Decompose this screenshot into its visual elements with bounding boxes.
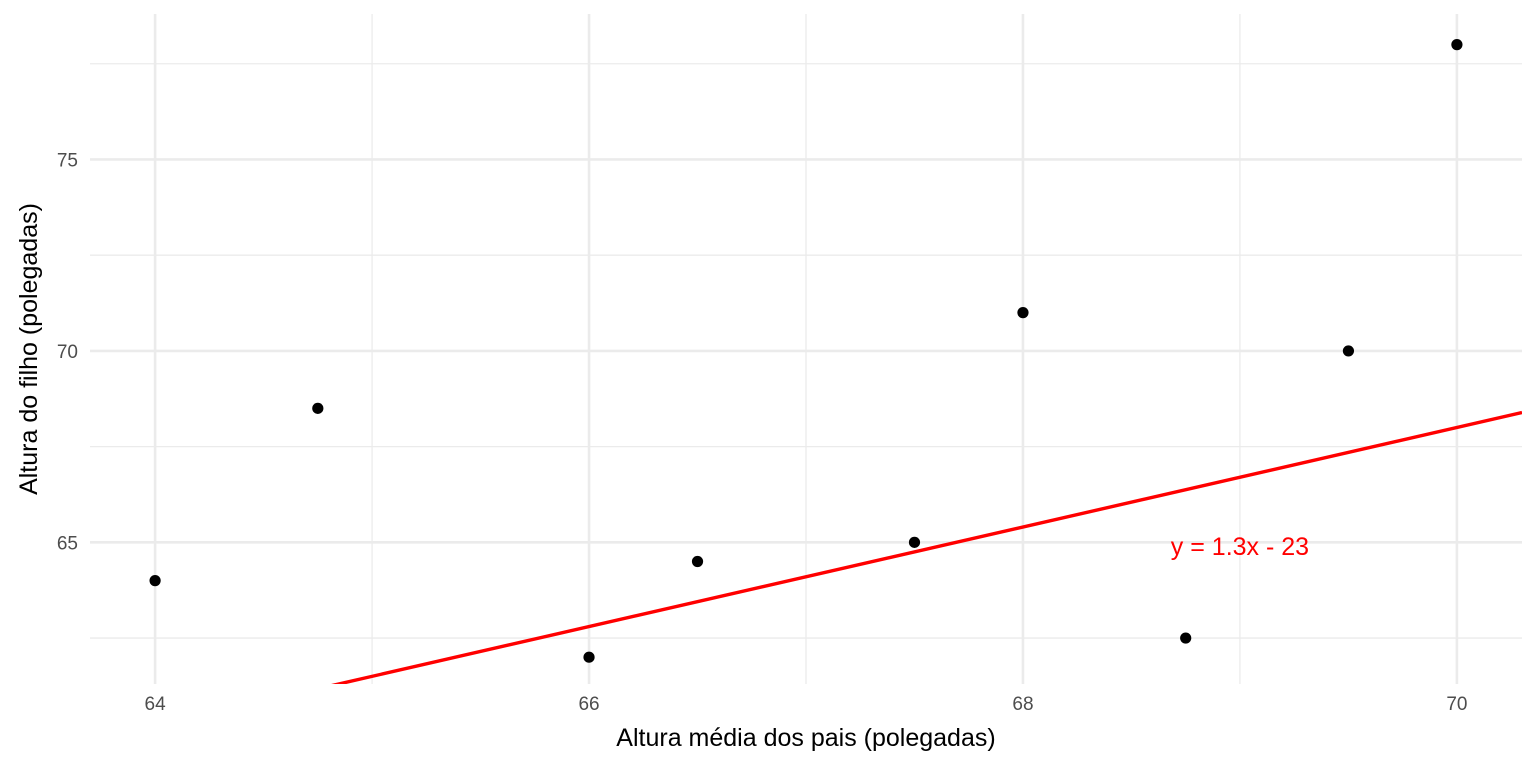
data-point (1017, 307, 1029, 319)
x-axis-title: Altura média dos pais (polegadas) (616, 724, 995, 752)
y-tick-label: 70 (57, 342, 78, 363)
y-axis-title: Altura do filho (polegadas) (15, 203, 43, 495)
x-tick-label: 64 (145, 694, 167, 715)
major-grid (90, 14, 1522, 684)
regression-line (331, 410, 1522, 684)
data-point (1342, 345, 1355, 357)
x-tick-label: 70 (1446, 694, 1467, 715)
data-point (691, 555, 704, 568)
data-point (583, 651, 595, 663)
points-group (149, 39, 1463, 663)
x-axis-ticks: 64 66 68 70 (145, 694, 1468, 715)
y-tick-label: 75 (57, 150, 78, 171)
y-tick-label: 65 (57, 533, 78, 554)
minor-grid (90, 14, 1522, 684)
x-tick-label: 66 (578, 694, 599, 715)
regression-equation-label: y = 1.3x - 23 (1171, 533, 1309, 561)
data-point (1451, 39, 1463, 51)
y-axis-ticks: 65 70 75 (57, 150, 78, 554)
data-point (149, 575, 161, 587)
x-tick-label: 68 (1012, 694, 1033, 715)
data-point (908, 536, 921, 548)
data-point (312, 402, 324, 414)
regression-group (331, 410, 1522, 684)
data-point (1180, 632, 1192, 644)
